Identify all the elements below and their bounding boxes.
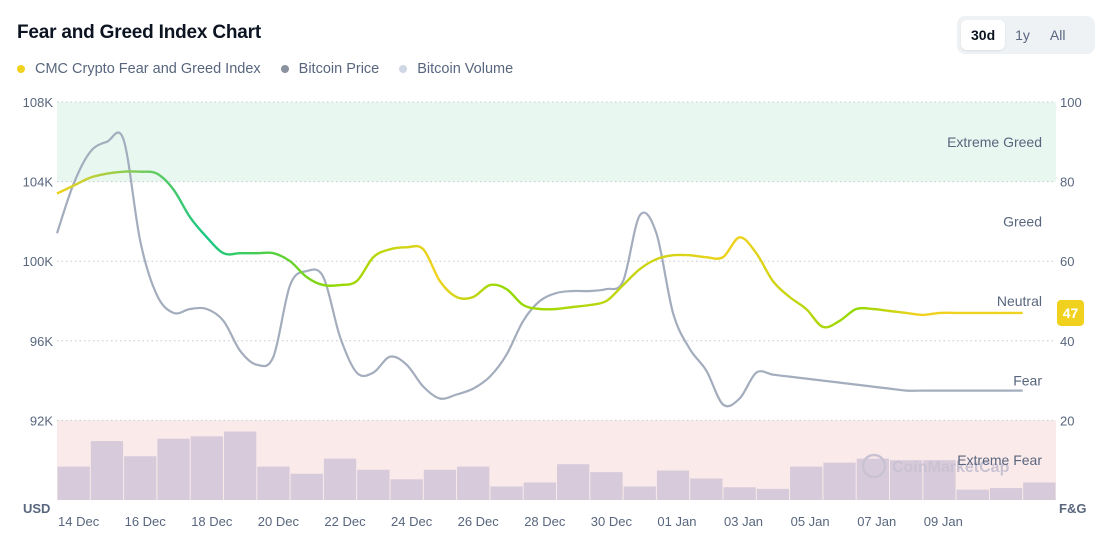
left-axis-tick-label: 92K	[30, 413, 53, 428]
zone-label-greed: Greed	[1003, 213, 1042, 229]
legend-dot-icon	[399, 65, 408, 73]
left-axis-tick-label: 108K	[23, 95, 54, 110]
volume-bar	[923, 460, 956, 500]
volume-bar	[124, 456, 157, 500]
legend-label: Bitcoin Volume	[417, 61, 514, 77]
coinmarketcap-logo-icon	[861, 453, 887, 479]
volume-bar	[989, 488, 1023, 500]
volume-bar	[323, 458, 357, 500]
x-axis-tick-label: 20 Dec	[258, 514, 300, 529]
volume-bar	[423, 469, 457, 500]
time-range-selector: 30d 1y All	[957, 16, 1095, 54]
volume-bar	[357, 469, 390, 500]
legend-label: CMC Crypto Fear and Greed Index	[35, 61, 261, 77]
x-axis: 14 Dec 16 Dec 18 Dec 20 Dec 22 Dec 24 Dec 26 D…	[58, 514, 963, 529]
right-axis-tick-label: 20	[1060, 413, 1074, 428]
left-axis-tick-label: 96K	[30, 334, 53, 349]
current-value-label: 47	[1063, 305, 1079, 321]
x-axis-tick-label: 28 Dec	[524, 514, 566, 529]
chart-legend: CMC Crypto Fear and Greed Index Bitcoin …	[17, 61, 533, 77]
right-axis-tick-label: 100	[1060, 95, 1082, 110]
zone-band-extreme-greed	[57, 102, 1056, 182]
right-axis-tick-label: 60	[1060, 254, 1074, 269]
current-value-badge: 47	[1057, 299, 1084, 326]
right-axis-tick-label: 80	[1060, 175, 1074, 190]
x-axis-tick-label: 18 Dec	[191, 514, 233, 529]
volume-bar	[1023, 482, 1056, 500]
volume-bar	[557, 464, 590, 500]
legend-label: Bitcoin Price	[298, 61, 380, 77]
right-axis-tick-label: 40	[1060, 334, 1074, 349]
watermark: CoinMarketCap	[861, 453, 1010, 479]
legend-item-bitcoin-volume[interactable]: Bitcoin Volume	[399, 61, 513, 77]
left-axis-tick-label: 104K	[23, 175, 54, 190]
x-axis-tick-label: 03 Jan	[724, 514, 763, 529]
x-axis-tick-label: 05 Jan	[791, 514, 830, 529]
volume-bar	[723, 487, 756, 500]
volume-bar	[490, 486, 523, 500]
legend-dot-icon	[280, 65, 289, 73]
volume-bar	[290, 473, 323, 500]
watermark-text: CoinMarketCap	[892, 459, 1010, 476]
x-axis-tick-label: 01 Jan	[657, 514, 696, 529]
legend-item-fear-greed[interactable]: CMC Crypto Fear and Greed Index	[17, 61, 261, 77]
volume-bar	[890, 460, 923, 500]
zone-label-fear: Fear	[1013, 373, 1042, 389]
volume-bar	[623, 486, 656, 500]
volume-bar	[390, 479, 423, 500]
chart-title: Fear and Greed Index Chart	[17, 22, 261, 43]
range-1y-button[interactable]: 1y	[1015, 27, 1030, 43]
x-axis-tick-label: 14 Dec	[58, 514, 100, 529]
x-axis-tick-label: 07 Jan	[857, 514, 896, 529]
gridlines	[57, 101, 1056, 421]
left-axis-tick-label: 100K	[23, 254, 54, 269]
volume-bar	[823, 462, 856, 500]
range-30d-button[interactable]: 30d	[961, 20, 1006, 50]
volume-bar	[523, 482, 556, 500]
bitcoin-price-line	[55, 131, 1023, 408]
series-lines	[55, 131, 1023, 408]
zone-band-extreme-fear	[57, 420, 1056, 500]
legend-item-bitcoin-price[interactable]: Bitcoin Price	[280, 61, 380, 77]
x-axis-tick-label: 30 Dec	[591, 514, 633, 529]
volume-bar	[590, 472, 623, 500]
x-axis-tick-label: 09 Jan	[924, 514, 963, 529]
right-axis: 100 80 60 40 20 F&G	[1059, 95, 1086, 516]
x-axis-tick-label: 26 Dec	[458, 514, 500, 529]
right-axis-unit-label: F&G	[1059, 501, 1086, 516]
current-value-badge-bg	[1057, 299, 1084, 326]
left-axis: 108K 104K 100K 96K 92K USD	[23, 95, 54, 516]
volume-bar	[457, 466, 490, 500]
volume-bar	[956, 489, 989, 500]
zone-bands	[57, 102, 1056, 500]
volume-bar	[190, 436, 223, 500]
x-axis-tick-label: 16 Dec	[125, 514, 167, 529]
zone-label-extreme-greed: Extreme Greed	[947, 134, 1042, 150]
volume-bar	[57, 466, 90, 500]
volume-bar	[690, 478, 723, 500]
volume-bar	[90, 441, 124, 500]
left-axis-unit-label: USD	[23, 501, 50, 516]
range-all-button[interactable]: All	[1049, 27, 1066, 43]
volume-bars	[57, 431, 1056, 500]
fear-greed-line	[56, 170, 1023, 329]
legend-dot-icon	[17, 65, 25, 73]
x-axis-tick-label: 24 Dec	[391, 514, 433, 529]
volume-bar	[790, 466, 823, 500]
volume-bar	[257, 466, 290, 500]
volume-bar	[656, 470, 690, 500]
volume-bar	[756, 488, 790, 500]
zone-label-neutral: Neutral	[997, 293, 1042, 309]
volume-bar	[157, 438, 190, 500]
volume-bar	[224, 431, 257, 500]
zone-label-extreme-fear: Extreme Fear	[957, 452, 1042, 468]
zone-labels: Extreme Greed Greed Neutral Fear Extreme Fea…	[947, 134, 1042, 468]
x-axis-tick-label: 22 Dec	[324, 514, 366, 529]
